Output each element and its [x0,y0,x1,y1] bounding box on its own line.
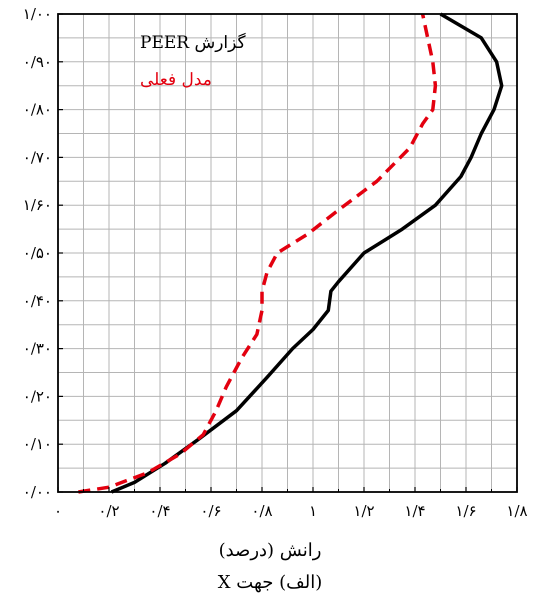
x-tick-label: ۱ [309,502,317,520]
legend: گزارش PEER مدل فعلی [140,32,247,90]
legend-entry: گزارش PEER [140,32,247,53]
drift-chart: ۰ ۰/۲ ۰/۴ ۰/۶ ۰/۸ ۱ ۱/۲ ۱/۴ ۱/۶ ۱/۸ ۰/۰۰ ۰/۱۰ ۰/۲۰ ۰/… [23,5,528,520]
y-tick-label: ۰/۵۰ [23,244,52,262]
y-tick-label: ۱/۰۰ [23,5,52,23]
grid [58,14,517,492]
x-tick-label: ۱/۴ [404,502,425,520]
y-tick-label: ۰/۴۰ [23,292,52,310]
series-line-peer-report [110,12,504,494]
y-tick-label: ۰/۰۰ [23,483,52,501]
y-tick-label: ۰/۳۰ [23,340,52,358]
legend-entry: مدل فعلی [140,70,212,90]
axis-ticks: ۰ ۰/۲ ۰/۴ ۰/۶ ۰/۸ ۱ ۱/۲ ۱/۴ ۱/۶ ۱/۸ ۰/۰۰ ۰/۱۰ ۰/۲۰ ۰/… [23,5,528,520]
figure-caption: (الف) جهت X [217,572,323,593]
x-tick-label: ۰/۸ [251,502,272,520]
y-tick-label: ۰/۷۰ [23,148,52,166]
x-tick-label: ۰/۶ [200,502,221,520]
y-tick-label: ۰/۹۰ [23,53,52,71]
x-tick-label: ۱/۸ [506,502,527,520]
series-line-current-model [78,13,438,494]
y-tick-label: ۰/۱۰ [23,435,52,453]
y-tick-label: ۱/۶۰ [23,196,52,214]
x-tick-label: ۰/۴ [149,502,170,520]
x-tick-label: ۰ [54,502,62,520]
series-lines [78,12,504,494]
x-tick-label: ۰/۲ [98,502,119,520]
y-tick-label: ۰/۸۰ [23,101,52,119]
x-axis-label: رانش (درصد) [218,540,322,561]
x-tick-label: ۱/۲ [353,502,374,520]
y-tick-label: ۰/۲۰ [23,387,52,405]
x-tick-label: ۱/۶ [455,502,476,520]
